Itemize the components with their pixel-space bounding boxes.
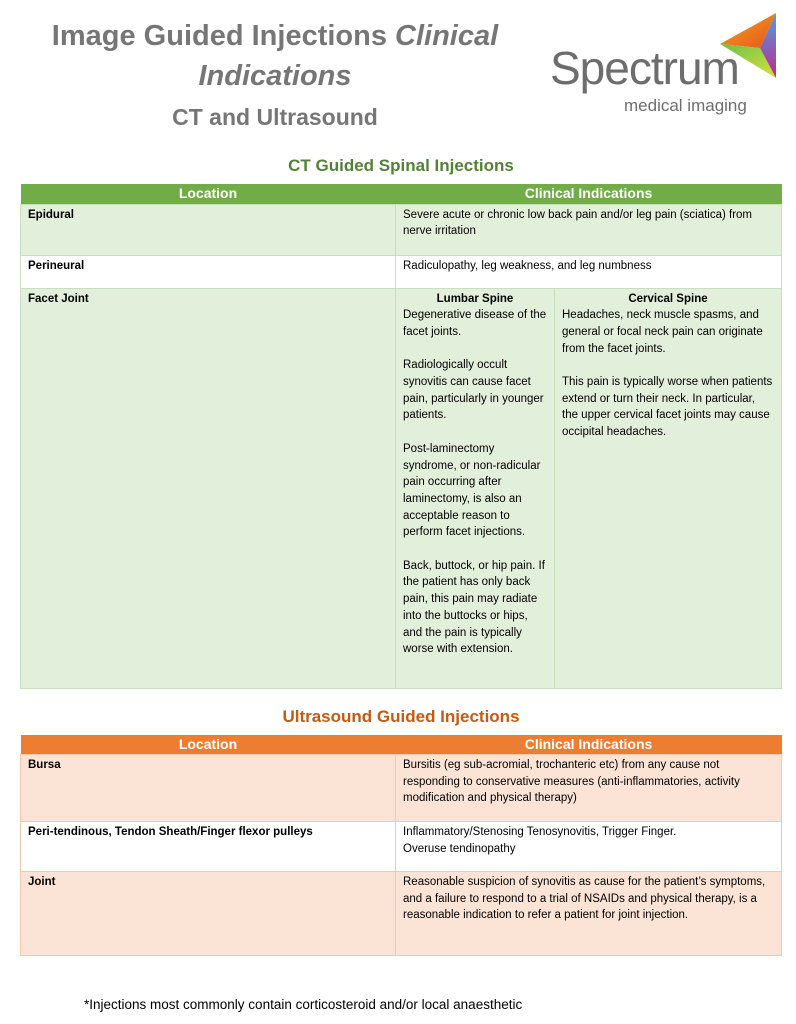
paragraph: This pain is typically worse when patien…	[562, 376, 773, 439]
ct-section-title: CT Guided Spinal Injections	[288, 156, 514, 175]
location-cell: Joint	[20, 871, 396, 956]
col-header-location: Location	[20, 734, 396, 755]
indication-cell: Reasonable suspicion of synovitis as cau…	[395, 871, 782, 956]
table-row: Joint Reasonable suspicion of synovitis …	[20, 871, 782, 956]
paragraph: Radiologically occult synovitis can caus…	[403, 359, 544, 422]
us-section-title: Ultrasound Guided Injections	[282, 706, 520, 726]
ct-table: Location Clinical Indications Epidural Se…	[20, 184, 782, 689]
cervical-cell: Cervical Spine Headaches, neck muscle sp…	[554, 287, 782, 689]
table-row: Bursa Bursitis (eg sub-acromial, trochan…	[20, 754, 782, 822]
table-row: Epidural Severe acute or chronic low bac…	[20, 203, 782, 256]
col-header-indications: Clinical Indications	[395, 184, 782, 204]
us-table: Location Clinical Indications Bursa Bursi…	[20, 734, 782, 956]
table-row: Perineural Radiculopathy, leg weakness, …	[20, 254, 782, 289]
paragraph: Post-laminectomy syndrome, or non-radicu…	[403, 442, 541, 539]
location-cell: Facet Joint	[20, 287, 396, 689]
lumbar-title: Lumbar Spine	[436, 292, 514, 305]
logo-triangle-icon	[720, 13, 776, 78]
location-cell: Bursa	[20, 754, 396, 822]
paragraph: Headaches, neck muscle spasms, and gener…	[562, 309, 763, 355]
title-italic: Clinical Indications	[198, 20, 499, 92]
indication-line: Inflammatory/Stenosing Tenosynovitis, Tr…	[403, 826, 677, 838]
table-row: Peri-tendinous, Tendon Sheath/Finger fle…	[20, 821, 782, 872]
page-subtitle: CT and Ultrasound	[172, 104, 378, 130]
footnote: *Injections most commonly contain cortic…	[84, 997, 523, 1012]
title-block: Image Guided Injections Clinical Indicat…	[10, 16, 540, 132]
location-cell: Perineural	[20, 254, 396, 289]
logo-word: Spectrum	[550, 42, 740, 94]
location-cell: Epidural	[20, 203, 396, 256]
paragraph: Degenerative disease of the facet joints…	[403, 309, 547, 338]
page-title: Image Guided Injections Clinical Indicat…	[10, 16, 540, 96]
cervical-title: Cervical Spine	[628, 292, 708, 305]
logo-tagline: medical imaging	[624, 96, 747, 115]
indication-cell: Radiculopathy, leg weakness, and leg num…	[395, 254, 782, 289]
page-content: CT Guided Spinal Injections Location Clin…	[0, 150, 796, 1014]
title-regular: Image Guided Injections	[51, 20, 387, 52]
indication-cell: Severe acute or chronic low back pain an…	[395, 203, 782, 256]
location-cell: Peri-tendinous, Tendon Sheath/Finger fle…	[20, 821, 396, 872]
indication-cell: Bursitis (eg sub-acromial, trochanteric …	[395, 754, 782, 822]
spectrum-logo: Spectrum medical imaging	[550, 10, 786, 120]
lumbar-cell: Lumbar Spine Degenerative disease of the…	[395, 287, 555, 689]
col-header-location: Location	[20, 184, 396, 204]
indication-cell: Inflammatory/Stenosing Tenosynovitis, Tr…	[395, 821, 782, 872]
col-header-indications: Clinical Indications	[395, 734, 782, 755]
page-header: Image Guided Injections Clinical Indicat…	[0, 0, 796, 150]
paragraph: Back, buttock, or hip pain. If the patie…	[403, 559, 545, 656]
table-row: Facet Joint Lumbar Spine Degenerative di…	[20, 287, 782, 689]
indication-line: Overuse tendinopathy	[403, 842, 516, 855]
